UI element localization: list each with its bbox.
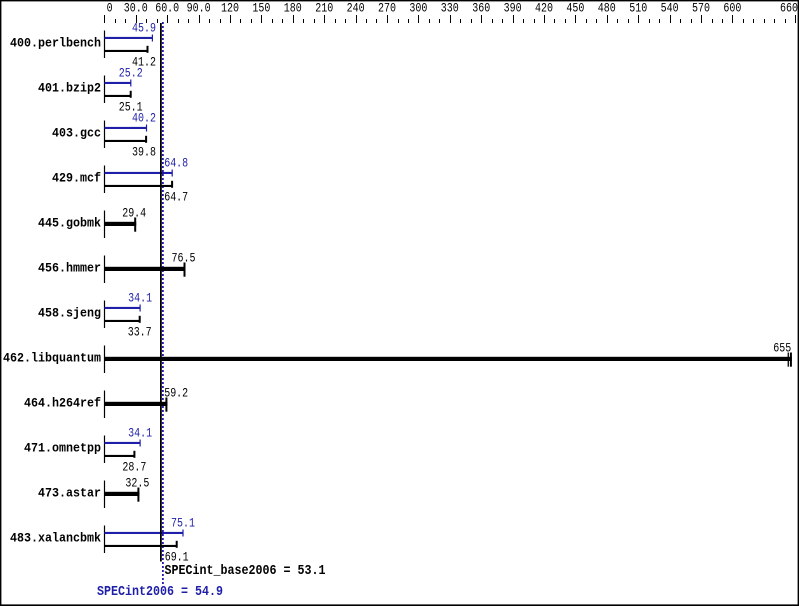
svg-text:76.5: 76.5 <box>172 251 196 266</box>
svg-text:390: 390 <box>504 1 522 16</box>
svg-text:445.gobmk: 445.gobmk <box>38 216 101 231</box>
svg-text:59.2: 59.2 <box>164 386 188 401</box>
svg-text:450: 450 <box>566 1 584 16</box>
svg-text:30.0: 30.0 <box>124 1 148 16</box>
svg-text:34.1: 34.1 <box>128 290 152 305</box>
svg-text:540: 540 <box>661 1 679 16</box>
svg-text:660: 660 <box>780 1 798 16</box>
svg-text:69.1: 69.1 <box>165 549 189 564</box>
svg-text:240: 240 <box>347 1 365 16</box>
svg-text:400.perlbench: 400.perlbench <box>10 36 101 51</box>
svg-text:34.1: 34.1 <box>128 425 152 440</box>
svg-text:SPECint2006 = 54.9: SPECint2006 = 54.9 <box>97 585 223 600</box>
svg-text:40.2: 40.2 <box>132 110 156 125</box>
svg-text:270: 270 <box>378 1 396 16</box>
svg-text:0: 0 <box>107 1 113 16</box>
svg-text:29.4: 29.4 <box>122 206 146 221</box>
svg-text:180: 180 <box>284 1 302 16</box>
svg-text:33.7: 33.7 <box>128 324 152 339</box>
svg-text:210: 210 <box>315 1 333 16</box>
svg-text:64.7: 64.7 <box>164 189 188 204</box>
svg-text:25.1: 25.1 <box>119 99 143 114</box>
svg-text:60.0: 60.0 <box>155 1 179 16</box>
svg-text:90.0: 90.0 <box>187 1 211 16</box>
svg-text:429.mcf: 429.mcf <box>52 171 101 186</box>
svg-text:45.9: 45.9 <box>132 20 156 35</box>
svg-text:420: 420 <box>535 1 553 16</box>
svg-text:464.h264ref: 464.h264ref <box>24 396 101 411</box>
svg-text:480: 480 <box>598 1 616 16</box>
svg-text:403.gcc: 403.gcc <box>52 126 101 141</box>
svg-text:120: 120 <box>221 1 239 16</box>
svg-text:600: 600 <box>723 1 741 16</box>
svg-text:570: 570 <box>692 1 710 16</box>
svg-text:483.xalancbmk: 483.xalancbmk <box>10 531 101 546</box>
svg-text:655: 655 <box>773 341 791 356</box>
svg-text:458.sjeng: 458.sjeng <box>38 306 101 321</box>
svg-text:360: 360 <box>472 1 490 16</box>
svg-text:471.omnetpp: 471.omnetpp <box>24 441 101 456</box>
svg-text:75.1: 75.1 <box>171 515 195 530</box>
svg-text:330: 330 <box>441 1 459 16</box>
svg-text:64.8: 64.8 <box>164 155 188 170</box>
svg-text:28.7: 28.7 <box>122 459 146 474</box>
svg-text:473.astar: 473.astar <box>38 486 101 501</box>
svg-text:25.2: 25.2 <box>119 65 143 80</box>
svg-text:300: 300 <box>409 1 427 16</box>
svg-text:32.5: 32.5 <box>125 476 149 491</box>
svg-text:41.2: 41.2 <box>132 54 156 69</box>
svg-text:150: 150 <box>252 1 270 16</box>
svg-text:SPECint_base2006 = 53.1: SPECint_base2006 = 53.1 <box>165 564 326 579</box>
svg-text:39.8: 39.8 <box>132 144 156 159</box>
svg-text:401.bzip2: 401.bzip2 <box>38 81 101 96</box>
svg-text:510: 510 <box>629 1 647 16</box>
svg-text:462.libquantum: 462.libquantum <box>3 351 101 366</box>
svg-text:456.hmmer: 456.hmmer <box>38 261 101 276</box>
